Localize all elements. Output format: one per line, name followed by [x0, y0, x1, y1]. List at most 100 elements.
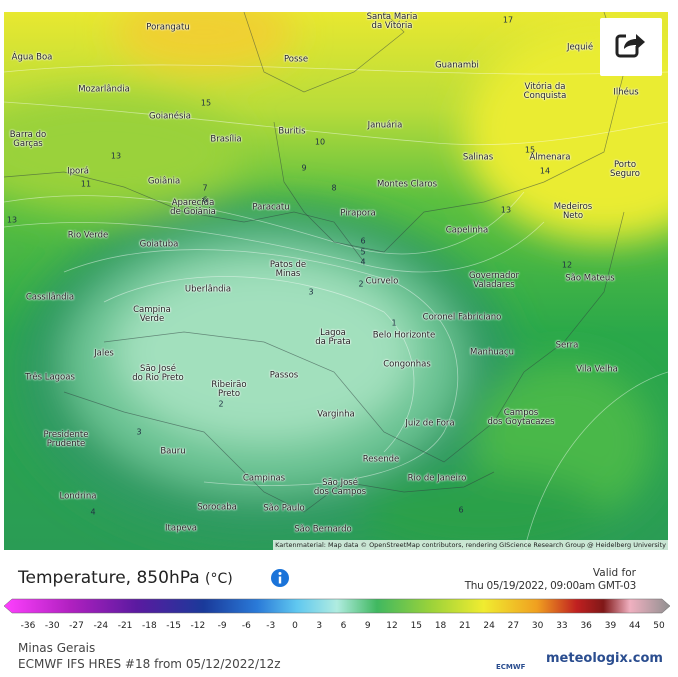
- legend-tick-label: 0: [292, 621, 298, 631]
- contour-label: 2: [218, 399, 224, 409]
- legend-tick-label: -18: [141, 621, 157, 631]
- legend-tick-label: -36: [20, 621, 36, 631]
- model-run: ECMWF IFS HRES #18 from 05/12/2022/12z: [18, 657, 281, 671]
- city-label: Buritis: [278, 126, 306, 137]
- city-label: Pirapora: [340, 208, 376, 219]
- legend-tick-label: -30: [44, 621, 60, 631]
- city-label: Vitória da Conquista: [523, 82, 567, 101]
- city-label: Capelinha: [445, 225, 489, 236]
- city-label: Três Lagoas: [25, 372, 75, 383]
- city-label: Patos de Minas: [269, 260, 307, 279]
- city-label: Congonhas: [383, 359, 431, 370]
- city-label: Porto Seguro: [610, 160, 640, 179]
- legend-tick-label: -15: [166, 621, 181, 631]
- legend-tick-label: 15: [410, 621, 423, 631]
- legend-tick-label: 27: [507, 621, 520, 631]
- contour-label: 2: [358, 279, 364, 289]
- city-label: Jequié: [566, 42, 594, 53]
- city-label: São Mateus: [565, 273, 615, 284]
- share-icon: [615, 32, 645, 58]
- legend-tick-label: 24: [483, 621, 495, 631]
- title-unit: (°C): [205, 571, 233, 587]
- city-label: Porangatu: [146, 22, 190, 33]
- legend-tick-label: -12: [190, 621, 206, 631]
- legend-tick-label: 21: [459, 621, 471, 631]
- city-label: Presidente Prudente: [43, 430, 89, 449]
- legend-tick-label: -24: [93, 621, 109, 631]
- contour-label: 5: [360, 247, 366, 257]
- city-label: Londrina: [59, 491, 97, 502]
- region: Minas Gerais: [18, 641, 96, 655]
- city-label: Coronel Fabriciano: [422, 312, 502, 323]
- legend-tick-label: 44: [628, 621, 641, 631]
- ecmwf-logo: ECMWF: [496, 663, 526, 671]
- map[interactable]: Kartenmaterial: Map data © OpenStreetMap…: [4, 12, 668, 550]
- city-label: Rio de Janeiro: [407, 473, 467, 484]
- attribution: Kartenmaterial: Map data © OpenStreetMap…: [273, 540, 668, 550]
- contour-label: 9: [301, 163, 307, 173]
- legend-tick-label: -6: [241, 621, 251, 631]
- city-label: Salinas: [462, 152, 494, 163]
- city-label: São Paulo: [263, 503, 305, 514]
- city-label: Goiatuba: [139, 239, 179, 250]
- city-label: Cassilândia: [25, 292, 75, 303]
- city-label: Sorocaba: [197, 502, 237, 513]
- city-label: Almenara: [529, 152, 571, 163]
- city-label: Mozarlândia: [78, 84, 130, 95]
- contour-label: 6: [202, 195, 208, 205]
- city-label: Varginha: [317, 409, 355, 420]
- city-label: Lagoa da Prata: [315, 328, 351, 347]
- city-label: São Bernardo: [294, 524, 352, 535]
- legend-tick-label: 36: [580, 621, 592, 631]
- city-label: Santa Maria da Vitória: [366, 12, 418, 31]
- city-label: Uberlândia: [184, 284, 232, 295]
- legend-tick-label: -9: [217, 621, 227, 631]
- contour-label: 7: [202, 183, 208, 193]
- legend-tick-label: 39: [604, 621, 617, 631]
- contour-label: 10: [314, 137, 326, 147]
- city-label: Goianésia: [149, 111, 191, 122]
- city-label: Água Boa: [11, 52, 53, 63]
- brand-logo[interactable]: meteologix.com: [546, 651, 663, 666]
- legend-tick-label: -27: [69, 621, 84, 631]
- contour-label: 17: [502, 15, 514, 25]
- city-label: Ilhéus: [613, 87, 639, 98]
- contour-label: 13: [500, 205, 512, 215]
- contour-label: 12: [561, 260, 573, 270]
- title-text: Temperature, 850hPa: [18, 568, 200, 588]
- city-label: Manhuaçu: [470, 347, 514, 358]
- city-label: Rio Verde: [67, 230, 109, 241]
- city-label: Aparecida de Goiânia: [170, 198, 216, 217]
- contour-label: 6: [360, 236, 366, 246]
- city-label: Itapeva: [165, 523, 197, 534]
- city-label: Campina Verde: [133, 305, 171, 324]
- city-label: Curvelo: [365, 276, 399, 287]
- contour-label: 13: [110, 151, 122, 161]
- contour-label: 6: [458, 505, 464, 515]
- legend-tick-label: 3: [316, 621, 323, 631]
- legend-tick-label: 6: [340, 621, 347, 631]
- contour-label: 15: [524, 145, 536, 155]
- city-label: Ribeirão Preto: [211, 380, 247, 399]
- legend-tick-label: 12: [386, 621, 398, 631]
- city-label: Campinas: [242, 473, 286, 484]
- legend-tick-label: 18: [434, 621, 447, 631]
- city-label: Belo Horizonte: [372, 330, 436, 341]
- city-label: Resende: [362, 454, 400, 465]
- info-icon[interactable]: [270, 568, 290, 588]
- city-label: Guanambi: [435, 60, 479, 71]
- share-button[interactable]: [600, 18, 662, 76]
- contour-label: 13: [6, 215, 18, 225]
- city-label: Barra do Garças: [9, 130, 47, 149]
- city-label: Jales: [94, 348, 114, 359]
- city-label: Posse: [283, 54, 309, 65]
- color-bar: [4, 598, 670, 614]
- city-label: Iporá: [67, 166, 89, 177]
- legend-tick-label: -3: [266, 621, 276, 631]
- legend-tick-label: 9: [364, 621, 371, 631]
- city-label: Vila Velha: [576, 364, 618, 375]
- city-label: São José dos Campos: [313, 478, 367, 497]
- valid-time: Thu 05/19/2022, 09:00am GMT-03: [464, 580, 637, 592]
- city-label: Januária: [367, 120, 403, 131]
